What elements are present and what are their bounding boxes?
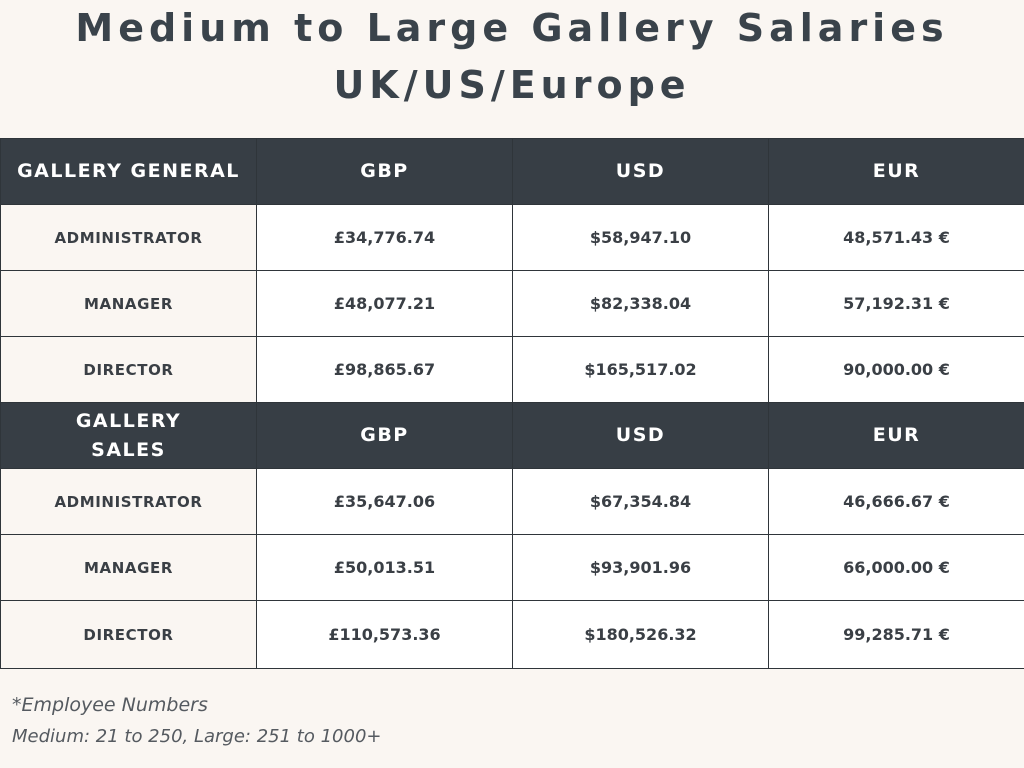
salary-cell-eur: 46,666.67 € <box>768 468 1024 535</box>
footnote-line-2: Medium: 21 to 250, Large: 251 to 1000+ <box>12 726 382 747</box>
salary-cell-usd: $82,338.04 <box>512 270 769 337</box>
section-header-row: GALLERY SALES GBP USD EUR <box>0 402 1024 469</box>
salary-cell-eur: 48,571.43 € <box>768 204 1024 271</box>
table-row: DIRECTOR £110,573.36 $180,526.32 99,285.… <box>0 600 1024 669</box>
salary-cell-usd: $58,947.10 <box>512 204 769 271</box>
title-line-2: UK/US/Europe <box>333 63 691 107</box>
title-line-1: Medium to Large Gallery Salaries <box>75 6 949 50</box>
table-row: MANAGER £50,013.51 $93,901.96 66,000.00 … <box>0 534 1024 601</box>
salary-cell-usd: $180,526.32 <box>512 600 769 669</box>
table-row: DIRECTOR £98,865.67 $165,517.02 90,000.0… <box>0 336 1024 403</box>
role-label: ADMINISTRATOR <box>0 204 257 271</box>
salary-cell-usd: $165,517.02 <box>512 336 769 403</box>
salary-cell-usd: $93,901.96 <box>512 534 769 601</box>
section-header-row: GALLERY GENERAL GBP USD EUR <box>0 138 1024 205</box>
salary-table: GALLERY GENERAL GBP USD EUR ADMINISTRATO… <box>0 138 1024 669</box>
salary-cell-gbp: £48,077.21 <box>256 270 513 337</box>
section-header: GALLERY SALES <box>0 402 257 469</box>
salary-cell-gbp: £50,013.51 <box>256 534 513 601</box>
role-label: MANAGER <box>0 270 257 337</box>
salary-cell-eur: 90,000.00 € <box>768 336 1024 403</box>
salary-cell-gbp: £35,647.06 <box>256 468 513 535</box>
table-row: ADMINISTRATOR £35,647.06 $67,354.84 46,6… <box>0 468 1024 535</box>
page-title: Medium to Large Gallery Salaries UK/US/E… <box>0 0 1024 114</box>
section-header-text: GALLERY SALES <box>75 409 182 461</box>
salary-cell-eur: 99,285.71 € <box>768 600 1024 669</box>
role-label: DIRECTOR <box>0 336 257 403</box>
salary-cell-usd: $67,354.84 <box>512 468 769 535</box>
footnote: *Employee Numbers Medium: 21 to 250, Lar… <box>12 690 381 752</box>
column-header-eur: EUR <box>768 138 1024 205</box>
column-header-gbp: GBP <box>256 402 513 469</box>
column-header-usd: USD <box>512 138 769 205</box>
column-header-usd: USD <box>512 402 769 469</box>
table-row: ADMINISTRATOR £34,776.74 $58,947.10 48,5… <box>0 204 1024 271</box>
column-header-gbp: GBP <box>256 138 513 205</box>
salary-cell-gbp: £34,776.74 <box>256 204 513 271</box>
footnote-line-1: *Employee Numbers <box>12 694 208 716</box>
section-header: GALLERY GENERAL <box>0 138 257 205</box>
role-label: DIRECTOR <box>0 600 257 669</box>
salary-cell-eur: 66,000.00 € <box>768 534 1024 601</box>
column-header-eur: EUR <box>768 402 1024 469</box>
salary-cell-gbp: £98,865.67 <box>256 336 513 403</box>
role-label: MANAGER <box>0 534 257 601</box>
table-row: MANAGER £48,077.21 $82,338.04 57,192.31 … <box>0 270 1024 337</box>
salary-cell-gbp: £110,573.36 <box>256 600 513 669</box>
salary-cell-eur: 57,192.31 € <box>768 270 1024 337</box>
role-label: ADMINISTRATOR <box>0 468 257 535</box>
